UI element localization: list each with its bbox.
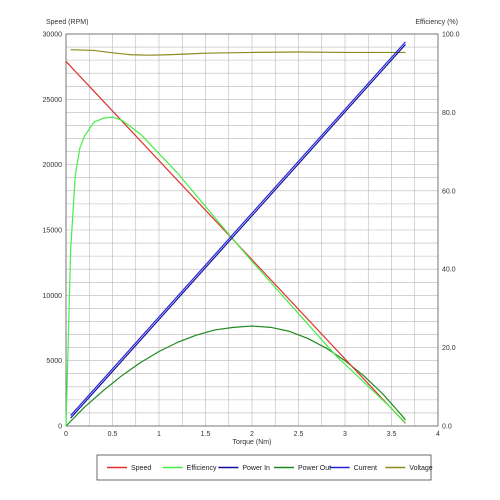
y-right-axis-title: Efficiency (%) [415,19,458,26]
grid [66,34,438,426]
y-left-tick-label: 0 [58,424,62,431]
x-axis-title: Torque (Nm) [233,439,272,446]
series-line-efficiency [65,116,406,427]
legend-label-current: Current [354,465,377,472]
series-line-power-in [70,44,406,419]
y-right-tick-label: 80.0 [442,110,456,117]
x-tick-label: 0 [64,431,68,438]
series-layer [65,41,406,427]
x-tick-label: 4 [436,431,440,438]
plot-frame [65,33,439,427]
legend-label-power-out: Power Out [298,465,331,472]
legend: Speed Efficiency Power In Power Out Current V… [96,454,433,481]
y-left-tick-label: 10000 [43,293,63,300]
x-tick-label: 2 [250,431,254,438]
y-left-tick-label: 15000 [43,228,63,235]
legend-label-voltage: Voltage [409,465,432,472]
legend-label-speed: Speed [131,465,151,472]
series-line-current [70,41,406,416]
y-right-tick-label: 60.0 [442,188,456,195]
y-right-tick-label: 0.0 [442,424,452,431]
series-line-voltage [70,49,406,56]
y-right-tick-label: 20.0 [442,345,456,352]
y-right-axis-ticks: 0.0 20.0 40.0 60.0 80.0 100.0 [442,32,460,431]
x-tick-label: 3.5 [387,431,397,438]
y-left-axis-ticks: 0 5000 10000 15000 20000 25000 30000 [43,32,63,431]
y-left-axis-title: Speed (RPM) [46,19,88,26]
y-left-tick-label: 20000 [43,162,63,169]
x-tick-label: 3 [343,431,347,438]
x-tick-label: 1.5 [201,431,211,438]
y-left-tick-label: 25000 [43,97,63,104]
x-axis-ticks: 0 0.5 1 1.5 2 2.5 3 3.5 4 [64,431,440,438]
legend-label-efficiency: Efficiency [187,465,217,472]
y-left-tick-label: 5000 [46,358,62,365]
x-tick-label: 0.5 [108,431,118,438]
series-line-power-out [65,325,406,427]
y-left-tick-label: 30000 [43,32,63,39]
legend-box [96,454,432,481]
x-tick-label: 1 [157,431,161,438]
y-right-tick-label: 40.0 [442,267,456,274]
y-right-tick-label: 100.0 [442,32,460,39]
legend-label-power-in: Power In [242,465,270,472]
x-tick-label: 2.5 [294,431,304,438]
